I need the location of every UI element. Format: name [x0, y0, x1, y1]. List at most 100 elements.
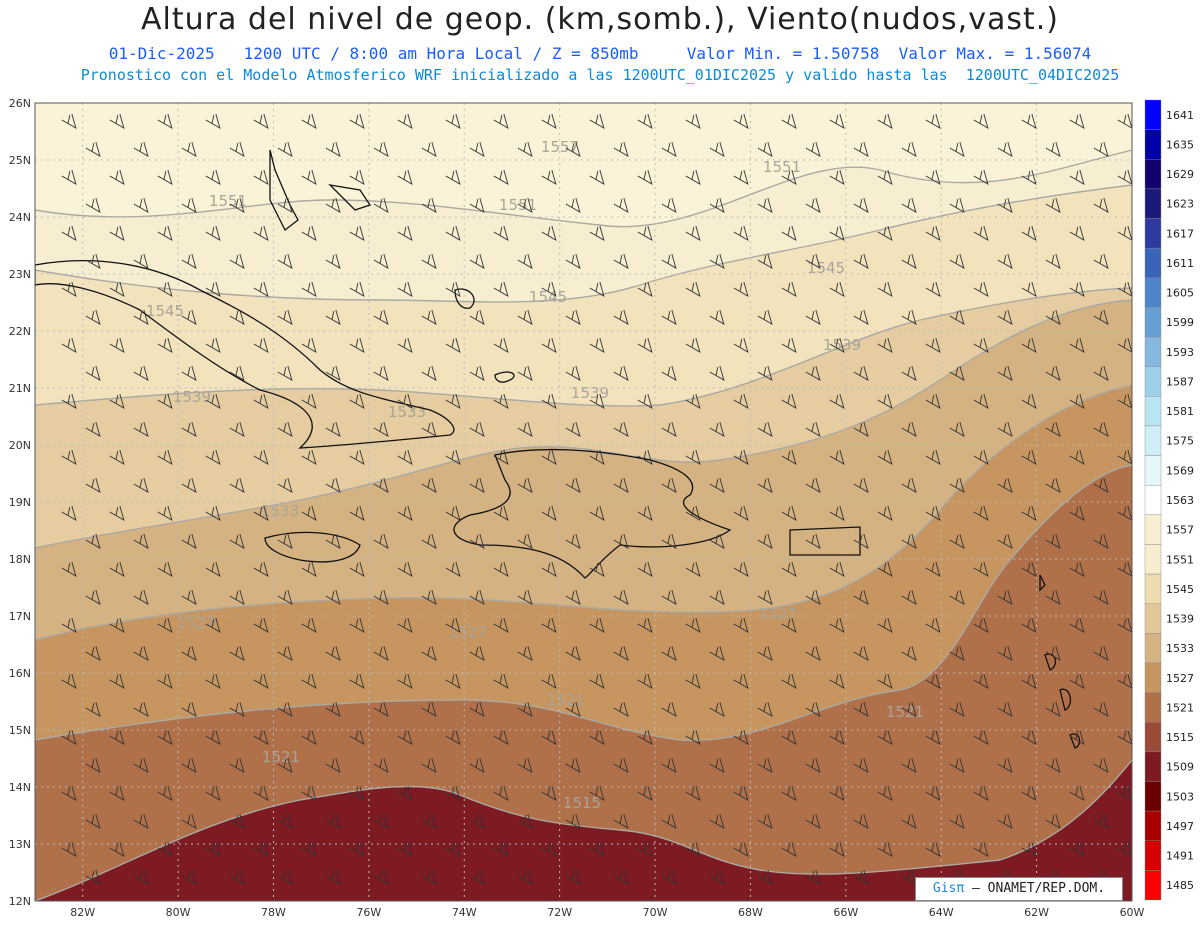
wind-barb — [253, 617, 269, 633]
wind-barb — [541, 673, 557, 689]
wind-barb — [421, 869, 437, 885]
wind-barb — [613, 197, 629, 213]
wind-barb — [757, 365, 773, 381]
wind-barb — [877, 449, 893, 465]
wind-barb — [133, 869, 149, 885]
wind-barb — [61, 617, 77, 633]
wind-barb — [349, 449, 365, 465]
wind-barb — [397, 449, 413, 465]
wind-barb — [805, 813, 821, 829]
wind-barb — [997, 645, 1013, 661]
wind-barb — [1093, 421, 1109, 437]
wind-barb — [613, 421, 629, 437]
colorbar-swatch — [1144, 129, 1162, 160]
wind-barb — [205, 169, 221, 185]
wind-barb — [445, 393, 461, 409]
colorbar-label: 1581 — [1166, 405, 1194, 418]
wind-barb — [661, 589, 677, 605]
wind-barb — [661, 253, 677, 269]
wind-barb — [685, 561, 701, 577]
lon-tick-label: 74W — [452, 906, 477, 919]
colorbar-swatch — [1144, 366, 1162, 397]
wind-barb — [277, 421, 293, 437]
wind-barb — [637, 505, 653, 521]
wind-barb — [133, 645, 149, 661]
wind-barb — [1093, 533, 1109, 549]
wind-barb — [733, 617, 749, 633]
wind-barb — [85, 365, 101, 381]
wind-barb — [685, 337, 701, 353]
wind-barb — [781, 113, 797, 129]
wind-barb — [325, 477, 341, 493]
wind-barb — [901, 477, 917, 493]
wind-barb — [709, 813, 725, 829]
longitude-axis: 82W 80W 78W 76W 74W 72W 70W 68W 66W 64W 62W 60W — [70, 906, 1144, 919]
wind-barb — [301, 841, 317, 857]
wind-barb — [565, 309, 581, 325]
wind-barb — [829, 785, 845, 801]
wind-barb — [565, 141, 581, 157]
wind-barb — [853, 701, 869, 717]
lat-tick-label: 26N — [9, 97, 31, 110]
wind-barb — [397, 337, 413, 353]
wind-barb — [157, 673, 173, 689]
wind-barb — [973, 505, 989, 521]
wind-barb — [397, 505, 413, 521]
wind-barb — [85, 589, 101, 605]
lon-tick-label: 62W — [1024, 906, 1049, 919]
wind-barb — [901, 141, 917, 157]
latitude-axis: 12N 13N 14N 15N 16N 17N 18N 19N 20N 21N 22N 23N 24N 2… — [9, 97, 31, 908]
wind-barb — [517, 421, 533, 437]
wind-barb — [397, 169, 413, 185]
wind-barb — [109, 449, 125, 465]
wind-barb — [445, 281, 461, 297]
wind-barb — [61, 281, 77, 297]
wind-barb — [301, 449, 317, 465]
wind-barb — [1093, 365, 1109, 381]
wind-barb — [1069, 449, 1085, 465]
wind-barb — [709, 197, 725, 213]
wind-barb — [805, 645, 821, 661]
wind-barb — [1093, 141, 1109, 157]
colorbar-label: 1527 — [1166, 672, 1194, 685]
wind-barb — [973, 841, 989, 857]
wind-barb — [949, 141, 965, 157]
wind-barb — [253, 281, 269, 297]
wind-barb — [229, 589, 245, 605]
wind-barb — [205, 841, 221, 857]
wind-barb — [229, 309, 245, 325]
lon-tick-label: 68W — [738, 906, 763, 919]
colorbar-label: 1587 — [1166, 375, 1194, 388]
wind-barb — [517, 253, 533, 269]
colorbar-label: 1629 — [1166, 168, 1194, 181]
wind-barb — [517, 869, 533, 885]
wind-barb — [133, 757, 149, 773]
wind-barb — [661, 757, 677, 773]
contour-label: 1545 — [807, 259, 845, 277]
wind-barb — [253, 841, 269, 857]
colorbar-swatch — [1144, 425, 1162, 456]
wind-barb — [349, 281, 365, 297]
wind-barb — [757, 309, 773, 325]
colorbar-swatch — [1144, 484, 1162, 516]
colorbar-swatch — [1144, 603, 1162, 634]
lon-tick-label: 82W — [70, 906, 95, 919]
wind-barb — [1021, 617, 1037, 633]
wind-barb — [517, 813, 533, 829]
wind-barb — [205, 617, 221, 633]
wind-barb — [277, 141, 293, 157]
wind-barb — [157, 729, 173, 745]
colorbar-swatch — [1144, 188, 1162, 219]
wind-barb — [925, 785, 941, 801]
wind-barb — [541, 841, 557, 857]
wind-barb — [1021, 785, 1037, 801]
wind-barb — [205, 785, 221, 801]
wind-barb — [1093, 589, 1109, 605]
wind-barb — [541, 505, 557, 521]
wind-barb — [949, 813, 965, 829]
wind-barb — [133, 141, 149, 157]
wind-barb — [493, 281, 509, 297]
wind-barb — [613, 701, 629, 717]
lat-tick-label: 24N — [9, 211, 31, 224]
wind-barb — [349, 393, 365, 409]
